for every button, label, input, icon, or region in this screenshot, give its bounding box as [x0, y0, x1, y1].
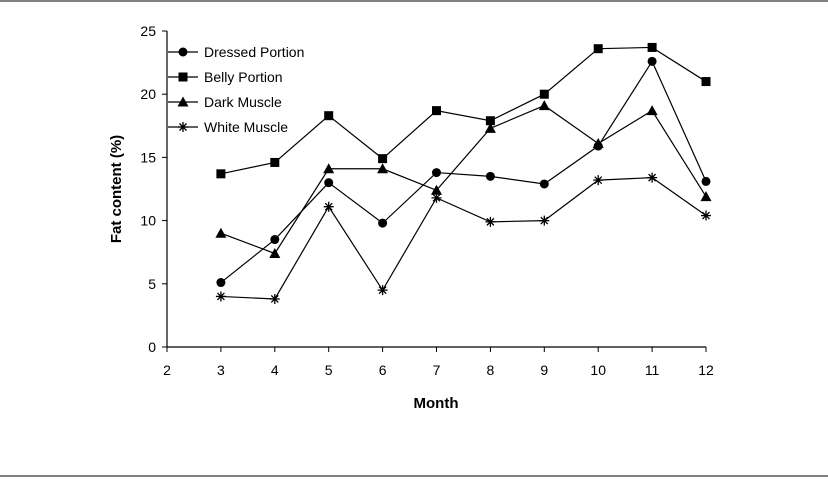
- y-axis-ticks: 0 5 10 15 20 25: [140, 23, 167, 355]
- legend: Dressed Portion Belly Portion Dark Muscle W…: [168, 44, 304, 135]
- y-tick-label: 10: [140, 213, 156, 229]
- legend-item-dressed-portion: Dressed Portion: [168, 44, 304, 60]
- data-point-dark-muscle: [700, 191, 712, 202]
- x-tick-label: 12: [698, 362, 714, 378]
- legend-label: Dressed Portion: [204, 44, 304, 60]
- x-tick-label: 5: [325, 362, 333, 378]
- data-point-dressed-portion: [324, 178, 334, 188]
- data-point-dressed-portion: [647, 56, 657, 66]
- data-point-belly-portion: [324, 111, 334, 121]
- data-point-dark-muscle: [377, 163, 389, 174]
- data-point-white-muscle: [215, 291, 226, 302]
- x-tick-label: 4: [271, 362, 279, 378]
- x-tick-label: 8: [487, 362, 495, 378]
- data-point-dressed-portion: [485, 171, 495, 181]
- series-belly-portion: [216, 42, 711, 179]
- data-point-belly-portion: [539, 89, 549, 99]
- data-point-belly-portion: [432, 106, 441, 116]
- legend-item-belly-portion: Belly Portion: [168, 69, 283, 85]
- x-tick-label: 9: [540, 362, 548, 378]
- x-tick-label: 2: [163, 362, 171, 378]
- series-line-dressed-portion: [220, 60, 707, 284]
- data-point-dressed-portion: [216, 278, 226, 288]
- x-tick-label: 3: [217, 362, 225, 378]
- y-tick-label: 15: [140, 149, 156, 165]
- data-point-white-muscle: [539, 215, 550, 226]
- data-point-belly-portion: [593, 44, 603, 54]
- data-point-dark-muscle: [646, 105, 658, 116]
- legend-label: Belly Portion: [204, 69, 283, 85]
- data-point-dressed-portion: [270, 235, 280, 245]
- data-point-dark-muscle: [592, 137, 604, 148]
- data-point-white-muscle: [593, 175, 604, 186]
- series-dark-muscle: [215, 100, 712, 258]
- data-point-dark-muscle: [269, 247, 281, 258]
- y-tick-label: 20: [140, 86, 156, 102]
- legend-item-white-muscle: White Muscle: [168, 119, 288, 135]
- x-tick-label: 11: [645, 362, 660, 378]
- data-point-dark-muscle: [484, 122, 496, 133]
- data-point-belly-portion: [216, 169, 226, 179]
- legend-item-dark-muscle: Dark Muscle: [168, 94, 282, 110]
- x-axis-title: Month: [414, 395, 459, 412]
- data-point-dressed-portion: [378, 218, 388, 228]
- y-tick-label: 0: [148, 339, 156, 355]
- data-point-belly-portion: [485, 116, 495, 126]
- series-line-dark-muscle: [220, 104, 707, 255]
- data-point-white-muscle: [647, 172, 658, 183]
- data-point-dark-muscle: [431, 184, 442, 195]
- data-point-belly-portion: [378, 154, 388, 164]
- x-axis-ticks: 2 3 4 5 6 7 8 9 10 11 12: [163, 347, 714, 378]
- x-tick-label: 6: [379, 362, 387, 378]
- data-point-belly-portion: [647, 42, 657, 52]
- legend-label: White Muscle: [204, 119, 288, 135]
- data-point-white-muscle: [377, 285, 388, 296]
- series-line-belly-portion: [220, 46, 707, 175]
- legend-marker: [178, 122, 188, 132]
- data-point-dark-muscle: [538, 100, 550, 111]
- series-line-white-muscle: [220, 177, 707, 300]
- series-layer: [215, 42, 712, 304]
- data-point-belly-portion: [270, 157, 280, 167]
- y-axis-title: Fat content (%): [108, 135, 125, 243]
- series-white-muscle: [215, 172, 711, 304]
- y-tick-label: 25: [140, 23, 156, 39]
- data-point-dressed-portion: [432, 168, 441, 178]
- legend-marker: [178, 47, 188, 57]
- data-point-white-muscle: [485, 216, 496, 227]
- data-point-white-muscle: [323, 201, 334, 212]
- data-point-dark-muscle: [323, 163, 335, 174]
- x-tick-label: 7: [433, 362, 441, 378]
- x-tick-label: 10: [590, 362, 606, 378]
- data-point-dark-muscle: [215, 227, 227, 238]
- data-point-dressed-portion: [701, 176, 711, 186]
- legend-marker: [178, 72, 188, 82]
- data-point-belly-portion: [701, 77, 711, 87]
- data-point-white-muscle: [269, 293, 280, 304]
- legend-label: Dark Muscle: [204, 94, 282, 110]
- y-tick-label: 5: [148, 276, 156, 292]
- data-point-white-muscle: [701, 210, 711, 221]
- legend-marker: [177, 96, 189, 107]
- data-point-dressed-portion: [539, 179, 549, 189]
- series-dressed-portion: [216, 56, 711, 288]
- data-point-white-muscle: [431, 192, 442, 203]
